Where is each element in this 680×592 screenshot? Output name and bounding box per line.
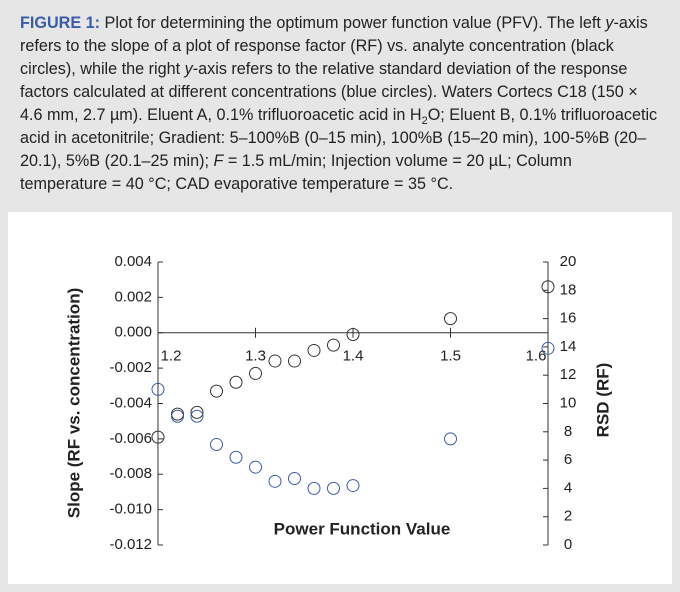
y2-tick-label: 12 (560, 366, 577, 383)
data-point (151, 430, 165, 444)
figure-label: FIGURE 1: (20, 14, 101, 32)
data-point (327, 338, 340, 352)
y2-axis-title: RSD (RF) (593, 363, 612, 438)
x-tick-label: 1.6 (526, 348, 547, 365)
data-point (307, 481, 321, 495)
caption-text: -axis refers to the slope of a plot of r… (20, 14, 648, 78)
x-tick-label: 1.5 (440, 348, 461, 365)
data-point (190, 405, 204, 419)
x-tick-label: 1.2 (161, 348, 182, 365)
y-tick-label: -0.012 (109, 536, 152, 553)
data-point (229, 450, 243, 464)
y-tick-label: 0.002 (114, 288, 152, 305)
data-point (268, 354, 282, 368)
y-tick-label: -0.006 (109, 430, 152, 447)
data-point (151, 382, 165, 396)
y2-tick-label: 10 (560, 394, 577, 411)
y-tick-label: -0.008 (109, 465, 152, 482)
caption-text: y (605, 14, 614, 32)
data-point (229, 375, 243, 389)
y-tick-label: 0.000 (114, 324, 152, 341)
data-point (444, 432, 457, 446)
caption-text: Plot for determining the optimum power f… (100, 14, 606, 32)
caption-text: -axis refers to the relative standard de… (20, 60, 638, 124)
data-point (541, 341, 555, 355)
y2-tick-label: 4 (564, 479, 572, 496)
caption-text: F (213, 152, 224, 170)
caption-text: y (184, 60, 193, 78)
data-point (210, 438, 223, 452)
y2-tick-label: 18 (560, 281, 577, 298)
data-point (268, 474, 282, 488)
data-point (541, 280, 555, 294)
y-tick-label: -0.002 (109, 359, 152, 376)
y-axis-title: Slope (RF vs. concentration) (64, 288, 83, 518)
data-point (288, 354, 301, 368)
caption: FIGURE 1: Plot for determining the optim… (0, 0, 680, 196)
y2-tick-label: 16 (560, 310, 577, 327)
y-tick-label: -0.010 (109, 501, 152, 518)
caption-text: 2 (421, 115, 428, 127)
y2-tick-label: 20 (560, 253, 577, 270)
caption-text: = 1.5 mL/min; Injection volume = 20 µL; … (20, 152, 572, 193)
x-tick-label: 1.4 (343, 348, 364, 365)
y-tick-label: -0.004 (109, 394, 152, 411)
chart-panel (8, 212, 672, 584)
data-point (346, 328, 360, 342)
data-point (444, 312, 457, 326)
data-point (190, 409, 204, 423)
y2-tick-label: 2 (564, 508, 572, 525)
data-point (307, 343, 321, 357)
x-tick-label: 1.3 (245, 348, 266, 365)
data-point (346, 479, 360, 493)
y2-tick-label: 8 (564, 423, 572, 440)
data-point (210, 384, 223, 398)
data-point (171, 409, 184, 423)
data-point (249, 366, 262, 380)
y2-tick-label: 6 (564, 451, 572, 468)
data-point (288, 471, 301, 485)
caption-text: O; Eluent B, 0.1% trifluoroacetic acid i… (20, 106, 658, 170)
y-tick-label: 0.004 (114, 253, 152, 270)
data-point (327, 481, 340, 495)
data-point (249, 460, 262, 474)
y2-tick-label: 14 (560, 338, 577, 355)
x-axis-title: Power Function Value (274, 519, 451, 538)
y2-tick-label: 0 (564, 536, 572, 553)
